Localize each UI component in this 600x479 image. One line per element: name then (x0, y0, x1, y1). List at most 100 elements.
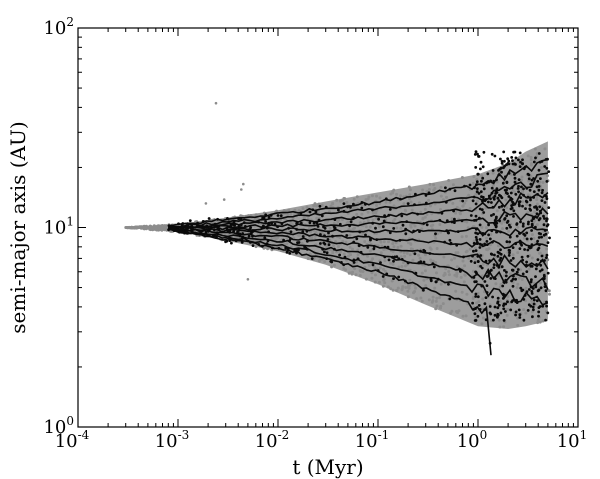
envelope-point (516, 225, 520, 229)
late-point (490, 253, 494, 256)
late-point (473, 261, 477, 264)
track-point (241, 232, 245, 235)
envelope-point (455, 206, 459, 209)
envelope-point (461, 259, 465, 263)
track-point (477, 192, 481, 195)
late-point (530, 278, 533, 282)
envelope-point (410, 208, 414, 212)
late-point (476, 295, 480, 299)
outlier-point (242, 182, 245, 186)
late-point (529, 264, 533, 268)
track-point (360, 201, 364, 204)
track-point (405, 220, 409, 224)
track-point (248, 228, 252, 231)
late-point (544, 318, 547, 322)
late-point (508, 251, 511, 255)
late-point (483, 280, 487, 283)
envelope-point (541, 181, 545, 184)
track-point (327, 231, 330, 235)
envelope-point (543, 147, 547, 151)
track-point (404, 227, 408, 231)
track-point (487, 223, 490, 227)
envelope-point (343, 197, 347, 200)
track-point (226, 217, 229, 220)
late-point (507, 171, 511, 175)
late-point (506, 157, 510, 161)
envelope-point (502, 325, 506, 329)
late-point (474, 235, 478, 239)
envelope-point (472, 295, 475, 299)
late-point (489, 197, 492, 201)
track-point (382, 219, 386, 223)
late-point (543, 229, 547, 232)
late-point (474, 150, 478, 154)
late-point (517, 158, 520, 162)
envelope-point (417, 253, 421, 257)
envelope-point (475, 301, 479, 305)
envelope-point (417, 201, 421, 205)
late-point (529, 182, 533, 186)
late-point (527, 245, 531, 249)
envelope-point (408, 188, 412, 192)
late-point (526, 248, 530, 252)
late-point (509, 308, 513, 312)
late-point (475, 190, 479, 194)
late-point (546, 271, 550, 275)
envelope-point (407, 185, 411, 189)
envelope-point (468, 247, 472, 251)
late-point (529, 285, 533, 289)
late-point (491, 205, 495, 209)
track-point (306, 239, 309, 243)
track-point (356, 257, 360, 261)
late-point (520, 185, 523, 189)
particle-track (168, 227, 550, 315)
envelope-point (535, 152, 539, 155)
late-point (506, 219, 510, 223)
track-point (240, 237, 244, 241)
track-point (498, 259, 502, 262)
late-point (501, 284, 505, 288)
track-point (399, 197, 402, 201)
track-point (532, 190, 536, 194)
track-point (343, 255, 347, 259)
late-point (510, 268, 514, 272)
late-point (480, 266, 484, 270)
late-point (512, 209, 516, 213)
late-point (483, 308, 487, 311)
envelope-point (425, 213, 429, 216)
late-point (530, 292, 534, 295)
track-point (216, 217, 220, 221)
late-point (540, 254, 544, 258)
track-point (304, 246, 308, 250)
envelope-point (351, 247, 354, 251)
late-point (495, 230, 499, 234)
envelope-point (491, 171, 495, 175)
late-point (492, 318, 495, 322)
track-point (234, 239, 238, 243)
envelope-point (344, 240, 348, 244)
envelope-point (386, 285, 390, 289)
track-point (172, 229, 176, 233)
envelope-point (367, 195, 371, 199)
envelope-point (134, 225, 138, 229)
late-point (490, 152, 494, 156)
envelope-point (317, 202, 321, 206)
envelope-point (408, 253, 412, 257)
envelope-point (293, 208, 297, 212)
envelope-point (287, 208, 291, 212)
track-point (188, 219, 192, 223)
envelope-point (285, 242, 289, 246)
track-point (318, 204, 322, 208)
track-point (184, 226, 188, 230)
envelope-point (494, 282, 498, 286)
track-point (455, 243, 459, 247)
envelope-point (447, 179, 451, 182)
late-point (482, 150, 486, 154)
track-point (546, 311, 550, 315)
late-point (481, 165, 485, 169)
late-point (500, 159, 504, 163)
envelope-point (378, 196, 382, 200)
envelope-point (379, 251, 383, 255)
track-point (247, 234, 251, 238)
envelope-point (451, 201, 455, 205)
